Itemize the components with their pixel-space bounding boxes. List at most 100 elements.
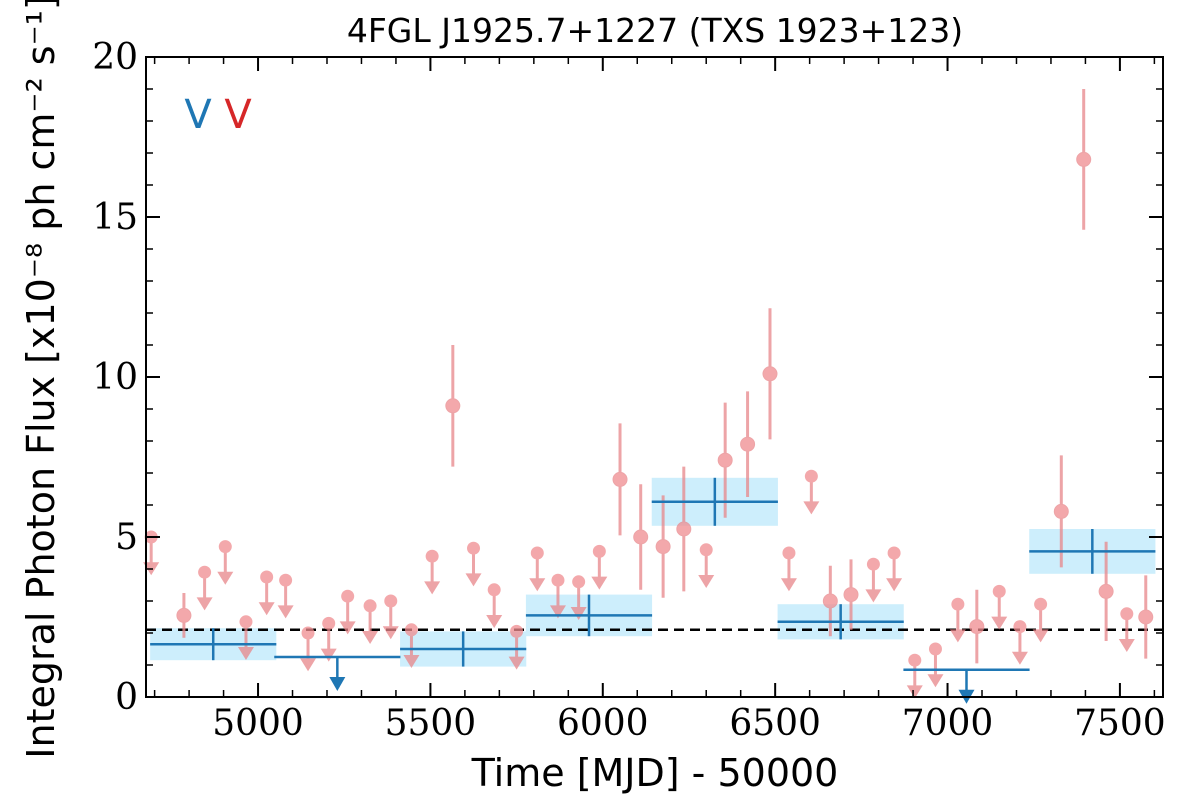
x-tick-label: 5000	[212, 703, 304, 744]
monthly-ul-marker	[530, 546, 544, 560]
monthly-ul-marker	[467, 541, 481, 555]
upper-limit-arrowhead	[237, 647, 254, 660]
monthly-ul-marker	[699, 543, 713, 557]
monthly-ul-marker	[866, 557, 880, 571]
monthly-point	[445, 398, 461, 414]
monthly-detection	[676, 466, 692, 592]
monthly-ul-marker	[279, 573, 293, 587]
monthly-ul-marker	[218, 540, 232, 554]
monthly-ul-marker	[198, 565, 212, 579]
upper-limit-arrowhead	[277, 605, 294, 619]
monthly-detection	[762, 308, 778, 440]
monthly-upper-limit	[424, 549, 441, 595]
y-tick-label: 20	[92, 37, 138, 78]
upper-limit-arrowhead	[865, 589, 882, 603]
monthly-detection	[655, 495, 671, 598]
monthly-ul-marker	[887, 546, 901, 560]
monthly-ul-marker	[782, 546, 796, 560]
monthly-point	[676, 521, 692, 537]
monthly-upper-limit	[508, 624, 525, 670]
legend-entry: V	[224, 92, 252, 138]
monthly-upper-limit	[906, 653, 923, 699]
monthly-point	[822, 593, 838, 609]
monthly-upper-limit	[865, 557, 882, 603]
monthly-upper-limit	[529, 546, 546, 592]
monthly-ul-marker	[301, 626, 315, 640]
monthly-upper-limit	[339, 589, 356, 635]
x-tick-label: 6000	[557, 703, 649, 744]
monthly-upper-limit	[991, 584, 1008, 630]
monthly-upper-limit	[320, 616, 337, 662]
y-tick-label: 15	[92, 197, 138, 238]
upper-limit-arrowhead	[465, 573, 482, 587]
monthly-detection	[1098, 541, 1114, 641]
monthly-upper-limit	[1011, 620, 1028, 665]
plot-area: 5000 5500 6000 6500 7000 7500 0 5 10 15 20 V V	[92, 37, 1166, 744]
x-tick-label: 7500	[1074, 703, 1166, 744]
monthly-ul-marker	[951, 597, 965, 611]
monthly-ul-marker	[510, 624, 524, 638]
upper-limit-arrowhead	[258, 602, 275, 616]
upper-limit-arrowhead	[949, 629, 966, 643]
monthly-point	[633, 529, 649, 545]
monthly-ul-marker	[551, 573, 565, 587]
monthly-point	[655, 539, 671, 555]
upper-limit-arrowhead	[698, 575, 715, 588]
monthly-point	[843, 587, 859, 603]
monthly-detection	[969, 589, 985, 664]
upper-limit-arrowhead	[1011, 651, 1028, 665]
monthly-detection	[717, 402, 733, 518]
monthly-upper-limit	[698, 543, 715, 588]
upper-limit-arrowhead	[886, 578, 903, 592]
monthly-upper-limit	[886, 546, 903, 592]
monthly-upper-limit	[196, 565, 213, 611]
monthly-upper-limit	[382, 594, 399, 640]
monthly-upper-limit	[949, 597, 966, 643]
legend-entry: V	[184, 92, 212, 138]
monthly-ul-marker	[404, 623, 418, 637]
upper-limit-arrowhead	[803, 501, 820, 515]
yearly-ul-arrowhead	[329, 677, 346, 691]
y-tick-label: 10	[92, 357, 138, 398]
upper-limit-arrowhead	[424, 581, 441, 595]
x-axis-label: Time [MJD] - 50000	[471, 751, 839, 795]
monthly-ul-marker	[908, 653, 922, 667]
y-tick-label: 0	[115, 677, 138, 718]
upper-limit-arrowhead	[927, 674, 944, 688]
upper-limit-arrowhead	[339, 621, 356, 635]
monthly-ul-marker	[1034, 597, 1048, 611]
monthly-ul-marker	[992, 584, 1006, 598]
monthly-detection	[822, 565, 838, 637]
monthly-upper-limit	[362, 599, 379, 644]
monthly-point	[740, 436, 756, 452]
y-axis-label: Integral Photon Flux [x10⁻⁸ ph cm⁻² s⁻¹]	[19, 0, 63, 759]
monthly-ul-marker	[487, 583, 501, 597]
upper-limit-arrowhead	[529, 578, 546, 592]
upper-limit-arrowhead	[486, 615, 503, 628]
monthly-ul-marker	[1120, 607, 1134, 621]
monthly-ul-marker	[928, 642, 942, 656]
x-tick-label: 5500	[385, 703, 477, 744]
monthly-detection	[740, 391, 756, 497]
monthly-point	[1138, 609, 1154, 625]
monthly-ul-marker	[804, 469, 818, 483]
monthly-upper-limit	[486, 583, 503, 628]
monthly-ul-marker	[572, 575, 586, 589]
upper-limit-arrowhead	[217, 571, 234, 585]
monthly-ul-marker	[592, 544, 606, 558]
monthly-upper-limit	[217, 540, 234, 585]
y-tick-label: 5	[115, 517, 138, 558]
monthly-upper-limit	[258, 570, 275, 616]
upper-limit-arrowhead	[591, 576, 608, 590]
monthly-point	[717, 452, 733, 468]
monthly-point	[176, 607, 192, 623]
monthly-detection	[612, 423, 628, 536]
chart-title: 4FGL J1925.7+1227 (TXS 1923+123)	[347, 11, 963, 50]
monthly-ul-marker	[425, 549, 439, 563]
upper-limit-arrowhead	[300, 658, 317, 672]
monthly-upper-limit	[549, 573, 566, 619]
upper-limit-arrowhead	[382, 626, 399, 640]
monthly-ul-marker	[384, 594, 398, 608]
monthly-detection	[1076, 89, 1092, 230]
